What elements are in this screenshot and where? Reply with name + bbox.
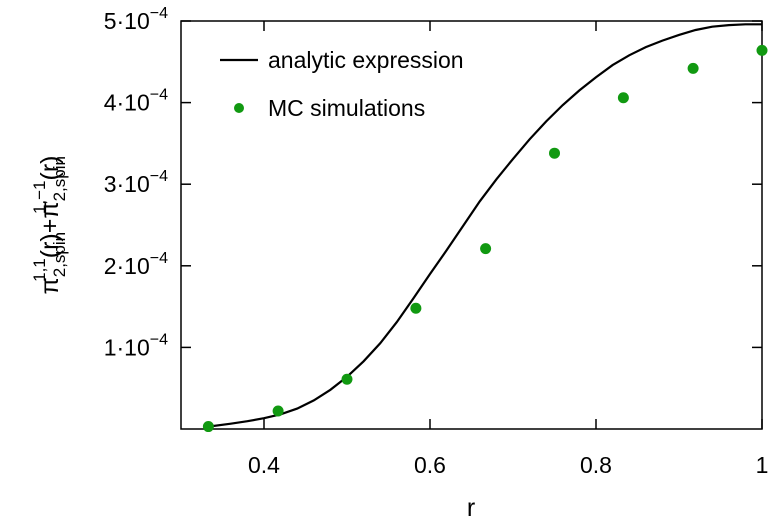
plot-frame <box>180 20 763 430</box>
mc-point <box>617 92 629 104</box>
y-tick-label: 3·10−4 <box>104 168 168 197</box>
mc-point <box>687 62 699 74</box>
y-axis-ticks: 1·10−4 2·10−4 3·10−4 4·10−4 5·10−4 <box>104 5 762 360</box>
legend: analytic expression MC simulations <box>220 47 464 121</box>
y-axis-label: π2,spin1,1(r)+π2,spin1,−1(r) <box>30 155 69 294</box>
analytic-expression-line <box>208 23 762 428</box>
x-tick-label: 0.8 <box>580 452 612 478</box>
mc-simulation-points <box>202 44 768 433</box>
x-tick-label: 0.6 <box>414 452 446 478</box>
mc-point <box>341 373 353 385</box>
x-tick-label: 0.4 <box>248 452 280 478</box>
mc-point <box>480 243 492 255</box>
y-tick-label: 4·10−4 <box>104 87 168 116</box>
x-axis-label: r <box>467 494 475 522</box>
legend-label-analytic: analytic expression <box>268 47 464 73</box>
x-tick-label: 1 <box>756 452 768 478</box>
x-axis-ticks: 0.4 0.6 0.8 1 <box>248 21 768 478</box>
mc-point <box>272 405 284 417</box>
mc-point <box>410 302 422 314</box>
y-tick-label: 2·10−4 <box>104 250 168 279</box>
y-tick-label: 1·10−4 <box>104 331 168 360</box>
mc-point <box>756 44 768 56</box>
mc-point <box>549 147 560 159</box>
legend-label-mc: MC simulations <box>268 95 425 121</box>
legend-marker-swatch <box>234 103 244 113</box>
y-tick-label: 5·10−4 <box>104 5 168 34</box>
mc-point <box>202 421 214 433</box>
